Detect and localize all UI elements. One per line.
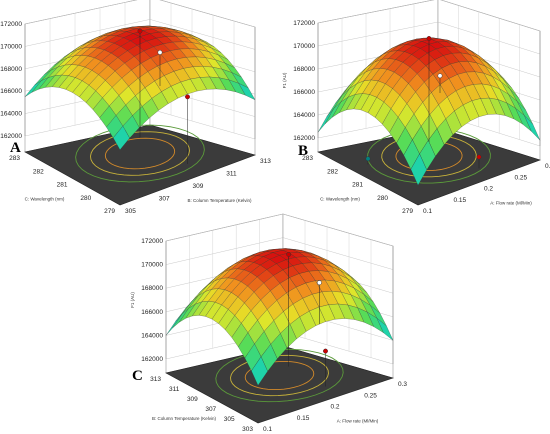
surface-cell bbox=[113, 125, 130, 151]
design-point bbox=[137, 28, 143, 34]
z-tick-label: 166000 bbox=[0, 88, 22, 95]
z-tick-label: 168000 bbox=[293, 66, 315, 73]
z-tick-label: 162000 bbox=[141, 356, 163, 363]
z-gridline bbox=[24, 0, 256, 28]
x-tick-label: 313 bbox=[150, 376, 161, 383]
y-tick-label: 309 bbox=[193, 183, 204, 190]
x-tick-label: 280 bbox=[377, 195, 388, 202]
x-tick-label: 311 bbox=[169, 386, 180, 393]
z-gridline bbox=[165, 237, 394, 270]
z-tick-label: 166000 bbox=[141, 309, 163, 316]
y-tick-label: 311 bbox=[226, 171, 237, 178]
y-axis-title: B: Column Temperature (Kelvin) bbox=[188, 198, 252, 203]
y-axis-title: A: Flow rate (Ml/Min) bbox=[490, 201, 532, 206]
surface-cell bbox=[410, 153, 427, 186]
x-tick-label: 279 bbox=[104, 208, 115, 215]
x-tick-label: 283 bbox=[302, 155, 313, 162]
design-point bbox=[316, 280, 322, 286]
y-tick-label: 305 bbox=[125, 208, 136, 215]
x-tick-label: 282 bbox=[327, 168, 338, 175]
z-tick-label: 170000 bbox=[293, 43, 315, 50]
z-tick-label: 172000 bbox=[293, 20, 315, 27]
z-tick-label: 164000 bbox=[293, 112, 315, 119]
z-gridline bbox=[317, 21, 541, 55]
x-tick-label: 282 bbox=[33, 168, 44, 175]
z-tick-label: 172000 bbox=[0, 21, 22, 28]
z-tick-label: 172000 bbox=[141, 238, 163, 245]
z-axis-title: F1 (AU) bbox=[130, 292, 135, 308]
x-tick-label: 281 bbox=[352, 182, 363, 189]
design-point bbox=[437, 73, 443, 79]
y-tick-label: 0.15 bbox=[454, 197, 467, 204]
x-tick-label: 280 bbox=[80, 195, 91, 202]
y-tick-label: 0.25 bbox=[515, 174, 528, 181]
x-tick-label: 305 bbox=[224, 416, 235, 423]
contour-line bbox=[75, 124, 205, 183]
design-point bbox=[185, 94, 190, 100]
x-axis-title: B: Column Temperature (Kelvin) bbox=[152, 416, 216, 421]
x-tick-label: 283 bbox=[9, 155, 20, 162]
x-axis-title: C: Wavelength (nm) bbox=[25, 197, 65, 202]
design-point bbox=[426, 36, 432, 41]
y-tick-label: 0.2 bbox=[331, 404, 340, 411]
panel-label-a: A bbox=[10, 140, 21, 156]
z-tick-label: 170000 bbox=[0, 43, 22, 50]
y-tick-label: 0.25 bbox=[364, 392, 377, 399]
design-point bbox=[157, 49, 163, 55]
surface-cell bbox=[251, 356, 268, 386]
panel-label-b: B bbox=[298, 143, 309, 159]
y-tick-label: 0.1 bbox=[263, 426, 272, 433]
z-tick-label: 162000 bbox=[0, 133, 22, 140]
z-tick-label: 164000 bbox=[0, 111, 22, 118]
z-tick-label: 170000 bbox=[141, 262, 163, 269]
x-tick-label: 303 bbox=[242, 426, 253, 433]
chart-svg-b: 172000 170000 168000 166000 164000 162000 F1 (… bbox=[282, 0, 550, 215]
y-tick-label: 0.15 bbox=[297, 415, 310, 422]
y-tick-label: 0.1 bbox=[423, 208, 432, 215]
x-tick-label: 279 bbox=[402, 208, 413, 215]
design-point bbox=[365, 156, 371, 162]
y-tick-label: 307 bbox=[159, 196, 170, 203]
contour-line bbox=[367, 128, 491, 184]
z-tick-label: 168000 bbox=[0, 66, 22, 73]
z-axis-title: F1 (AU) bbox=[282, 72, 287, 88]
design-point bbox=[323, 348, 328, 354]
chart-panel-c: 172000 170000 168000 166000 164000 162000 F1 (… bbox=[130, 213, 410, 433]
chart-panel-b: 172000 170000 168000 166000 164000 162000 F1 (… bbox=[278, 0, 550, 215]
x-tick-label: 309 bbox=[187, 396, 198, 403]
panel-label-c: C bbox=[132, 368, 143, 384]
y-axis-title: A: Flow rate (Ml/Min) bbox=[337, 419, 379, 424]
z-gridline bbox=[24, 19, 256, 50]
z-gridline bbox=[317, 0, 541, 32]
z-gridline bbox=[165, 213, 394, 247]
y-tick-label: 313 bbox=[260, 158, 271, 165]
x-tick-label: 281 bbox=[57, 182, 68, 189]
x-axis-title: C: Wavelength (nm) bbox=[320, 197, 360, 202]
z-tick-label: 166000 bbox=[293, 89, 315, 96]
design-point bbox=[286, 251, 292, 257]
y-tick-label: 0.2 bbox=[484, 186, 493, 193]
contour-line bbox=[90, 131, 190, 176]
y-tick-label: 0.3 bbox=[545, 163, 550, 170]
x-tick-label: 307 bbox=[205, 406, 216, 413]
design-point bbox=[476, 154, 482, 160]
z-tick-label: 162000 bbox=[293, 135, 315, 142]
z-tick-label: 168000 bbox=[141, 285, 163, 292]
z-tick-label: 164000 bbox=[141, 332, 163, 339]
chart-svg-c: 172000 170000 168000 166000 164000 162000 F1 (… bbox=[130, 213, 407, 433]
y-tick-label: 0.3 bbox=[398, 381, 407, 388]
